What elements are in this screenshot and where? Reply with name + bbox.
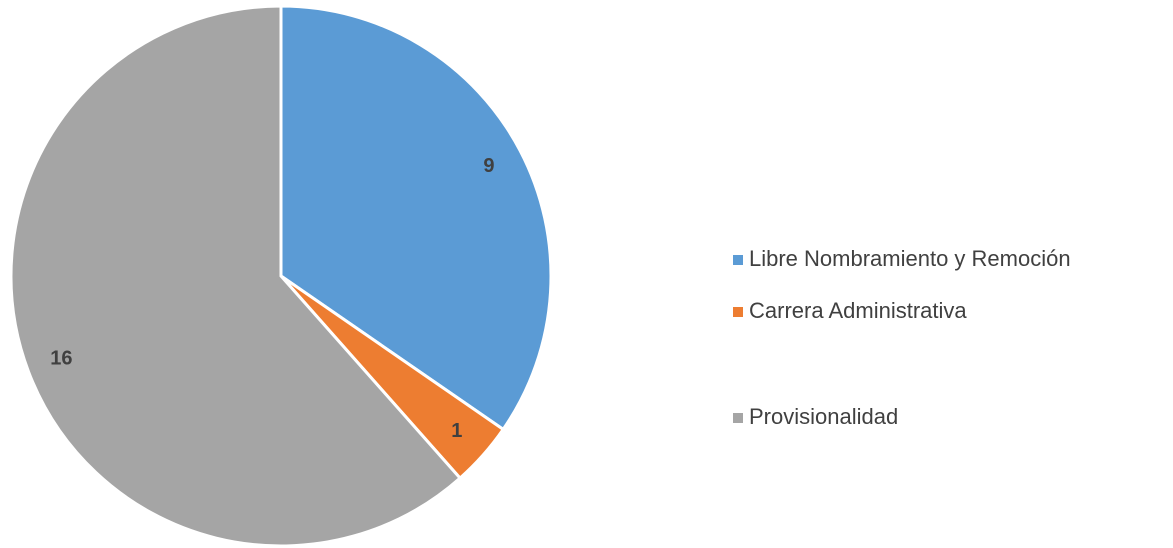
legend-label: Carrera Administrativa [749, 298, 967, 323]
legend-label: Libre Nombramiento y Remoción [749, 246, 1071, 271]
pie-slice [9, 4, 463, 548]
pie-slice [279, 4, 553, 432]
data-label: 1 [451, 420, 462, 442]
legend-swatch [733, 413, 743, 423]
legend-swatch [733, 307, 743, 317]
data-label: 9 [483, 155, 494, 177]
data-label: 16 [50, 348, 72, 370]
legend-label: Provisionalidad [749, 404, 898, 429]
legend-swatch [733, 255, 743, 265]
